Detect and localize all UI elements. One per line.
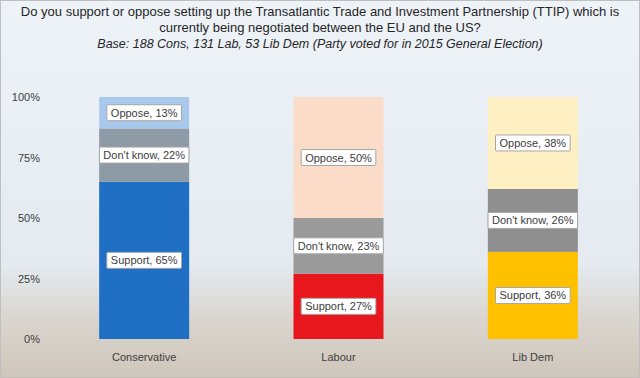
data-label: Don't know, 22% <box>103 149 185 161</box>
data-label-box <box>294 238 384 254</box>
bar-segment <box>488 189 578 252</box>
data-label: Support, 65% <box>111 254 178 266</box>
data-label-group: Don't know, 26% <box>488 212 578 228</box>
bar-segment <box>294 274 384 339</box>
bar-segment <box>294 97 384 218</box>
data-label-box <box>301 298 376 314</box>
data-label-group: Oppose, 50% <box>301 150 376 166</box>
tick-mark <box>44 278 47 279</box>
y-tick-label: 75% <box>18 152 40 164</box>
frame <box>1 1 640 378</box>
title-box: Do you support or oppose setting up the … <box>20 4 620 52</box>
data-label-box <box>496 135 571 151</box>
x-tick-label: Labour <box>321 351 356 363</box>
data-label: Support, 36% <box>500 289 567 301</box>
bar-segment <box>488 252 578 339</box>
tick-mark <box>44 157 47 158</box>
y-tick-label: 25% <box>18 273 40 285</box>
data-label-box <box>107 105 182 121</box>
data-label-group: Support, 27% <box>301 298 376 314</box>
bar-segment <box>488 97 578 189</box>
bar-segment <box>99 128 189 181</box>
data-label: Oppose, 38% <box>500 137 567 149</box>
data-label-box <box>99 147 189 163</box>
subtitle: Base: 188 Cons, 131 Lab, 53 Lib Dem (Par… <box>20 36 620 52</box>
data-label-group: Don't know, 22% <box>99 147 189 163</box>
data-label-group: Support, 65% <box>107 252 182 268</box>
data-label-group: Oppose, 13% <box>107 105 182 121</box>
data-label: Support, 27% <box>305 300 372 312</box>
data-label-group: Don't know, 23% <box>294 238 384 254</box>
data-label-group: Oppose, 38% <box>496 135 571 151</box>
data-label: Oppose, 13% <box>111 107 178 119</box>
chart: 0% 25% 50% 75% 100% Support, 65% Don't know, 2… <box>0 0 640 378</box>
x-tick-label: Lib Dem <box>512 351 553 363</box>
bar-segment <box>99 97 189 128</box>
data-labels: Support, 65% Don't know, 22% Oppose, 13% Su… <box>99 105 577 315</box>
y-tick-label: 50% <box>18 212 40 224</box>
bar-segment <box>294 218 384 274</box>
tick-mark <box>44 97 47 98</box>
bars <box>99 97 578 339</box>
data-label: Don't know, 23% <box>298 240 380 252</box>
x-tick-label: Conservative <box>112 351 176 363</box>
data-label-box <box>488 212 578 228</box>
y-tick-label: 0% <box>24 333 40 345</box>
data-label-box <box>301 150 376 166</box>
background <box>0 0 640 378</box>
data-label-group: Support, 36% <box>496 287 571 303</box>
tick-mark <box>44 339 47 340</box>
data-label: Oppose, 50% <box>305 152 372 164</box>
data-label-box <box>496 287 571 303</box>
bar-segment <box>99 182 189 339</box>
data-label: Don't know, 26% <box>492 214 574 226</box>
tick-mark <box>44 218 47 219</box>
data-label-box <box>107 252 182 268</box>
title: Do you support or oppose setting up the … <box>20 4 620 36</box>
y-tick-label: 100% <box>12 91 40 103</box>
